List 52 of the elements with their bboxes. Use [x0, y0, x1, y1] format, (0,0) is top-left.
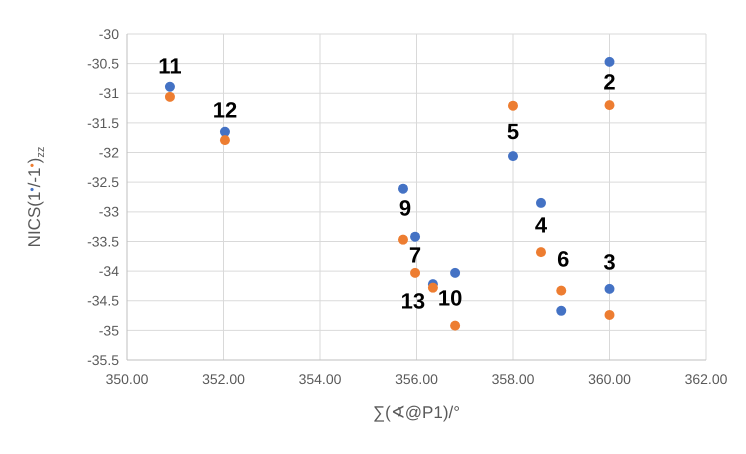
point: [604, 284, 614, 294]
point: [398, 234, 408, 245]
x-tick-label: 356.00: [395, 371, 438, 387]
y-tick-label: -33.5: [87, 233, 120, 250]
x-tick-label: 350.00: [106, 371, 149, 387]
point: [428, 282, 438, 293]
point: [450, 320, 460, 331]
annotation: 12: [212, 98, 238, 122]
point: [604, 310, 614, 320]
point: [556, 306, 566, 316]
y-tick-label: -35.5: [87, 352, 120, 368]
point: [556, 286, 566, 296]
x-tick-label: 358.00: [492, 371, 535, 387]
x-tick-label: 354.00: [298, 371, 342, 387]
y-tick-label: -30.5: [87, 56, 120, 72]
point: [508, 100, 518, 111]
point: [508, 151, 518, 162]
annotation: 13: [400, 288, 426, 314]
point: [164, 82, 175, 92]
y-tick-label: -34: [98, 262, 120, 279]
annotation: 4: [534, 212, 548, 238]
point: [536, 247, 546, 258]
y-tick-label: -32: [98, 144, 120, 160]
point: [220, 135, 230, 146]
annotation: 10: [438, 286, 462, 311]
point: [410, 232, 420, 242]
point: [450, 268, 460, 278]
y-tick-label: -30: [98, 26, 120, 42]
point: [398, 184, 408, 194]
annotation: 7: [408, 242, 422, 268]
point: [536, 198, 546, 208]
y-tick-label: -35: [98, 322, 120, 338]
y-tick-label: -33: [98, 204, 120, 220]
x-tick-label: 362.00: [684, 371, 728, 387]
point: [604, 100, 614, 110]
x-axis-title: ∑(∢@P1)/°: [372, 403, 460, 422]
point: [410, 268, 420, 278]
annotation: 6: [557, 246, 570, 272]
point: [604, 56, 614, 67]
point: [220, 126, 230, 137]
y-tick-label: -34.5: [87, 292, 120, 309]
annotation: 2: [603, 70, 616, 95]
annotation: 9: [398, 195, 412, 220]
x-tick-label: 360.00: [588, 371, 632, 387]
annotation: 11: [158, 53, 182, 78]
annotation: 5: [506, 118, 520, 144]
y-tick-label: -31: [98, 85, 120, 102]
y-tick-label: -31.5: [87, 114, 120, 131]
x-tick-label: 352.00: [202, 371, 246, 387]
annotation: 3: [603, 250, 616, 275]
point: [164, 92, 175, 102]
y-tick-label: -32.5: [87, 174, 120, 190]
